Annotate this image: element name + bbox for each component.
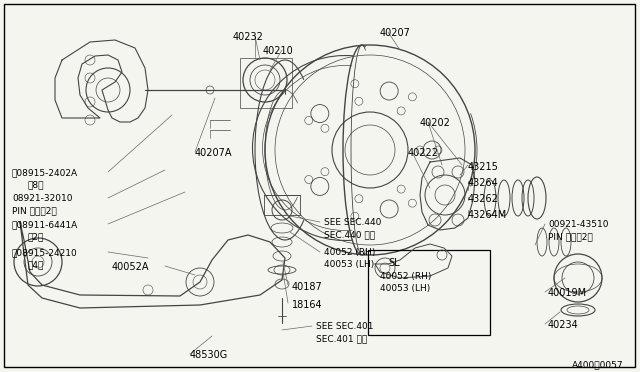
Text: 40187: 40187 bbox=[292, 282, 323, 292]
Text: 40207A: 40207A bbox=[195, 148, 232, 158]
Text: SEC.401 参照: SEC.401 参照 bbox=[316, 334, 367, 343]
Text: 48530G: 48530G bbox=[190, 350, 228, 360]
Text: 43215: 43215 bbox=[468, 162, 499, 172]
Text: SEE SEC.401: SEE SEC.401 bbox=[316, 322, 374, 331]
Text: 40210: 40210 bbox=[262, 46, 293, 56]
Bar bbox=[368, 250, 490, 335]
Text: （4）: （4） bbox=[28, 260, 44, 269]
Text: 40053 (LH): 40053 (LH) bbox=[324, 260, 374, 269]
Text: 40207: 40207 bbox=[380, 28, 411, 38]
Text: 40052A: 40052A bbox=[112, 262, 150, 272]
Text: 40234: 40234 bbox=[548, 320, 579, 330]
Bar bbox=[240, 58, 292, 108]
Text: SEE SEC.440: SEE SEC.440 bbox=[324, 218, 381, 227]
Text: SEC.440 参照: SEC.440 参照 bbox=[324, 230, 375, 239]
Text: 43262: 43262 bbox=[468, 194, 499, 204]
Text: （8）: （8） bbox=[28, 180, 45, 189]
Text: 40053 (LH): 40053 (LH) bbox=[380, 284, 430, 293]
Text: PIN ピン（2）: PIN ピン（2） bbox=[12, 206, 57, 215]
Text: 40052 (RH): 40052 (RH) bbox=[324, 248, 376, 257]
Text: A400゠0057: A400゠0057 bbox=[572, 360, 624, 369]
Text: 40222: 40222 bbox=[408, 148, 439, 158]
Text: 43264M: 43264M bbox=[468, 210, 508, 220]
Text: 40052 (RH): 40052 (RH) bbox=[380, 272, 431, 281]
Text: 08921-32010: 08921-32010 bbox=[12, 194, 72, 203]
Text: 40232: 40232 bbox=[232, 32, 264, 42]
Text: SL: SL bbox=[388, 258, 399, 268]
Text: 00921-43510: 00921-43510 bbox=[548, 220, 609, 229]
Text: PIN ピン（2）: PIN ピン（2） bbox=[548, 232, 593, 241]
Text: Ⓥ08915-24210: Ⓥ08915-24210 bbox=[12, 248, 77, 257]
Text: 18164: 18164 bbox=[292, 300, 323, 310]
Text: （2）: （2） bbox=[28, 232, 44, 241]
Text: ⓜ08915-2402A: ⓜ08915-2402A bbox=[12, 168, 78, 177]
Text: ⓝ08911-6441A: ⓝ08911-6441A bbox=[12, 220, 78, 229]
Text: 43264: 43264 bbox=[468, 178, 499, 188]
Text: 40019M: 40019M bbox=[548, 288, 587, 298]
Text: 40202: 40202 bbox=[420, 118, 451, 128]
